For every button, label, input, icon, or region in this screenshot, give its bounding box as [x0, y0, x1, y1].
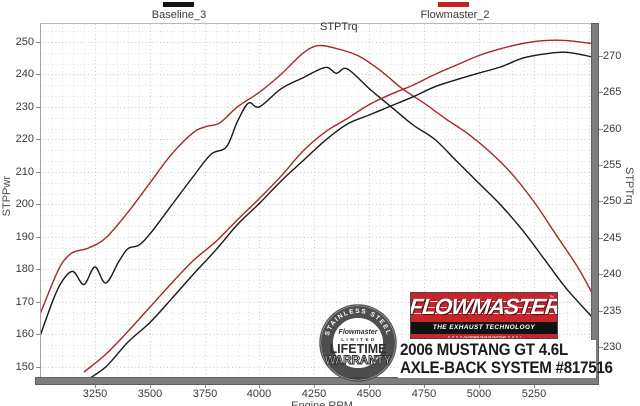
y-axis-left-tick-label: 170	[15, 296, 34, 308]
y-axis-left-tick-label: 160	[15, 328, 34, 340]
badge-limited-text: LIMITED	[341, 337, 377, 342]
legend-swatch-flowmaster	[438, 2, 469, 7]
legend-label-baseline: Baseline_3	[151, 9, 207, 21]
y-axis-right-tick-label: 250	[603, 195, 622, 207]
badge-script-text: Flowmaster	[339, 329, 379, 336]
vehicle-line-1: 2006 MUSTANG GT 4.6L	[400, 341, 568, 359]
y-axis-right-tick-label: 270	[603, 50, 622, 62]
curve-baseline_3-torque	[40, 66, 593, 337]
vehicle-line-2: AXLE-BACK SYSTEM #817516	[400, 359, 613, 377]
legend-swatch-baseline	[163, 2, 194, 7]
x-axis-tick-label: 3750	[192, 388, 218, 400]
plot-border-left	[40, 23, 41, 377]
y-axis-left-tick-label: 240	[15, 68, 34, 80]
legend-label-flowmaster: Flowmaster_2	[420, 9, 490, 21]
x-axis-tick-label: 3500	[137, 388, 163, 400]
x-axis-tick-label: 4750	[411, 388, 437, 400]
curve-flowmaster_2-torque	[40, 44, 593, 315]
y-axis-right-tick-label: 255	[603, 159, 622, 171]
x-axis-title: Engine RPM	[291, 400, 353, 406]
y-axis-right-tick-label: 235	[603, 305, 622, 317]
y-axis-left-tick-label: 190	[15, 231, 34, 243]
y-axis-right-tick-label: 240	[603, 268, 622, 280]
bottom-axis-bar	[35, 377, 599, 385]
y-axis-left-tick-label: 200	[15, 198, 34, 210]
x-axis-tick-label: 3250	[82, 388, 108, 400]
y-axis-left-tick-label: 230	[15, 101, 34, 113]
logo-tagline: THE EXHAUST TECHNOLOGY COMPANY™	[411, 322, 557, 338]
x-axis-tick-label: 4500	[356, 388, 382, 400]
x-axis-tick-label: 4250	[301, 388, 327, 400]
y-axis-left-tick-label: 250	[15, 36, 34, 48]
logo-brand-text: FLOWMASTER	[410, 294, 558, 319]
y-axis-right-tick-label: 260	[603, 123, 622, 135]
y-axis-left-tick-label: 150	[15, 361, 34, 373]
logo-speed-line	[413, 301, 555, 302]
flowmaster-logo: FLOWMASTER ™ THE EXHAUST TECHNOLOGY COMP…	[410, 292, 558, 339]
y-axis-right-title: STPTrq	[623, 167, 635, 205]
badge-lifetime-text: LIFETIME	[330, 342, 387, 356]
logo-trademark: ™	[549, 295, 554, 301]
torque-curve-label: STPTrq	[320, 21, 358, 33]
y-axis-right-tick-label: 245	[603, 232, 622, 244]
right-axis-bar	[591, 23, 599, 385]
x-axis-tick-label: 4000	[246, 388, 272, 400]
y-axis-right-tick-label: 230	[603, 341, 622, 353]
logo-speed-line	[413, 313, 555, 314]
x-axis-tick-label: 5250	[521, 388, 547, 400]
y-axis-left-tick-label: 220	[15, 133, 34, 145]
curve-flowmaster_2-power	[83, 39, 593, 373]
curve-baseline_3-power	[90, 51, 593, 377]
plot-border-top	[40, 23, 591, 24]
vehicle-caption: 2006 MUSTANG GT 4.6L AXLE-BACK SYSTEM #8…	[398, 340, 613, 378]
lifetime-warranty-badge: STAINLESS STEEL Flowmaster LIMITED LIFET…	[319, 304, 397, 382]
y-axis-left-tick-label: 210	[15, 166, 34, 178]
logo-fineprint	[447, 336, 521, 338]
x-axis-tick-label: 5000	[466, 388, 492, 400]
logo-speed-line	[413, 307, 555, 308]
y-axis-right-tick-label: 265	[603, 86, 622, 98]
badge-warranty-text: WARRANTY	[325, 355, 392, 367]
y-axis-left-tick-label: 180	[15, 263, 34, 275]
